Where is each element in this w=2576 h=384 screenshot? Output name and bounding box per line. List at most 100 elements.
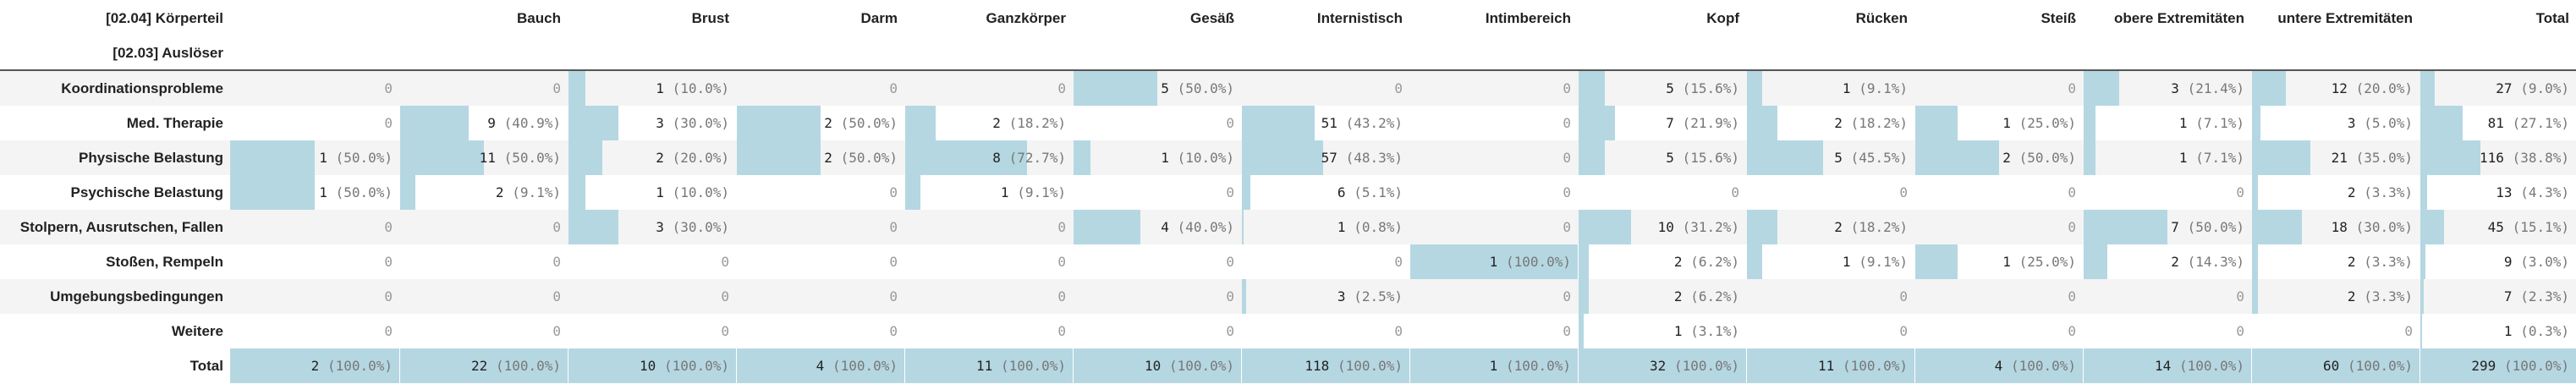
share-bar (737, 348, 904, 383)
cell-count: 2 (495, 184, 504, 200)
cell-percentage: (100.0%) (1000, 358, 1066, 374)
cell-percentage: (18.2%) (1008, 115, 1066, 131)
cell-count: 22 (471, 358, 488, 374)
cell-value: 0 (1899, 279, 1908, 314)
cell-percentage: (100.0%) (663, 358, 729, 374)
cell-value: 4 (100.0%) (1995, 348, 2076, 383)
cell-count: 0 (889, 288, 898, 304)
column-header[interactable]: Internistisch (1316, 10, 1403, 26)
cell-percentage: (3.3%) (2364, 184, 2413, 200)
cell-count: 2 (1834, 115, 1843, 131)
cell-percentage: (100.0%) (1505, 358, 1571, 374)
cell-value: 0 (2068, 314, 2076, 348)
share-bar (1579, 244, 1589, 279)
cell-count: 0 (2068, 323, 2076, 339)
column-header[interactable]: Kopf (1706, 10, 1739, 26)
cell-count: 0 (1563, 323, 1571, 339)
share-bar (568, 210, 618, 244)
table-cell: 60 (100.0%) (2252, 348, 2419, 383)
cell-value: 0 (2404, 314, 2413, 348)
share-bar (2420, 140, 2480, 175)
table-cell: 2 (18.2%) (1747, 210, 1914, 244)
cell-percentage: (50.0%) (840, 115, 898, 131)
cell-count: 0 (2236, 288, 2244, 304)
cell-value: 0 (1057, 314, 1066, 348)
cell-count: 0 (721, 323, 729, 339)
table-cell: 57 (48.3%) (1242, 140, 1409, 175)
column-header[interactable]: Ganzkörper (986, 10, 1066, 26)
cell-count: 1 (1000, 184, 1009, 200)
cell-percentage: (50.0%) (335, 184, 393, 200)
cell-value: 51 (43.2%) (1321, 106, 1403, 140)
column-header[interactable]: Steiß (2040, 10, 2076, 26)
table-cell: 0 (568, 279, 736, 314)
cell-count: 2 (1673, 288, 1683, 304)
cell-count: 13 (2496, 184, 2513, 200)
column-header[interactable]: untere Extremitäten (2277, 10, 2413, 26)
cell-percentage: (4.3%) (2520, 184, 2569, 200)
table-cell: 0 (1915, 175, 2083, 210)
row-label: Weitere (171, 323, 223, 339)
share-bar (2420, 348, 2576, 383)
cell-value: 7 (2.3%) (2504, 279, 2569, 314)
column-header[interactable]: Darm (860, 10, 898, 26)
share-bar (1747, 71, 1762, 106)
table-row: Stolpern, Ausrutschen, Fallen 0 0 3 (30.0%)… (0, 210, 2576, 244)
cell-count: 45 (2487, 219, 2504, 235)
table-cell: 4 (100.0%) (737, 348, 904, 383)
cell-value: 81 (27.1%) (2488, 106, 2569, 140)
table-cell: 1 (10.0%) (1074, 140, 1241, 175)
column-header[interactable]: obere Extremitäten (2114, 10, 2244, 26)
cell-count: 3 (1337, 288, 1346, 304)
column-header[interactable]: Intimbereich (1485, 10, 1571, 26)
cell-count: 32 (1650, 358, 1667, 374)
share-bar (2084, 71, 2119, 106)
cell-value: 0 (889, 71, 898, 106)
cell-value: 1 (10.0%) (656, 71, 729, 106)
table-cell: 0 (2084, 314, 2251, 348)
table-cell: 14 (100.0%) (2084, 348, 2251, 383)
cell-percentage: (2.3%) (2520, 288, 2569, 304)
column-header[interactable]: Gesäß (1190, 10, 1234, 26)
table-cell: 2 (6.2%) (1579, 244, 1746, 279)
cell-count: 0 (384, 288, 393, 304)
cell-count: 1 (1337, 219, 1346, 235)
table-cell: 1 (100.0%) (1410, 348, 1578, 383)
cell-value: 22 (100.0%) (471, 348, 561, 383)
cell-value: 116 (38.8%) (2480, 140, 2569, 175)
cell-count: 0 (721, 254, 729, 270)
cell-value: 2 (6.2%) (1674, 244, 1739, 279)
column-header[interactable]: Brust (691, 10, 729, 26)
cell-value: 3 (30.0%) (656, 106, 729, 140)
column-header[interactable]: Rücken (1855, 10, 1908, 26)
cell-percentage: (50.0%) (1177, 80, 1234, 96)
cell-percentage: (7.1%) (2195, 150, 2244, 166)
share-bar (2420, 279, 2424, 314)
cell-value: 0 (889, 244, 898, 279)
table-cell: 1 (7.1%) (2084, 140, 2251, 175)
row-label: Umgebungsbedingungen (50, 288, 223, 304)
cell-value: 0 (552, 314, 561, 348)
cell-count: 0 (1226, 115, 1234, 131)
table-cell: 2 (50.0%) (1915, 140, 2083, 175)
cell-value: 0 (1563, 175, 1571, 210)
cell-value: 5 (15.6%) (1666, 71, 1739, 106)
cell-percentage: (3.1%) (1690, 323, 1739, 339)
cell-count: 5 (1834, 150, 1843, 166)
cell-count: 7 (2171, 219, 2179, 235)
share-bar (1074, 140, 1090, 175)
cell-count: 4 (816, 358, 825, 374)
cell-count: 0 (1563, 150, 1571, 166)
cell-percentage: (72.7%) (1008, 150, 1066, 166)
cell-percentage: (30.0%) (672, 115, 729, 131)
table-cell: 1 (10.0%) (568, 71, 736, 106)
column-header[interactable]: Bauch (517, 10, 561, 26)
row-label: Total (189, 358, 223, 374)
cell-count: 0 (1899, 288, 1908, 304)
share-bar (2420, 106, 2463, 140)
column-header[interactable]: Total (2535, 10, 2569, 26)
table-cell: 2 (20.0%) (568, 140, 736, 175)
table-cell: 0 (737, 244, 904, 279)
table-cell: 0 (737, 279, 904, 314)
table-cell: 45 (15.1%) (2420, 210, 2576, 244)
